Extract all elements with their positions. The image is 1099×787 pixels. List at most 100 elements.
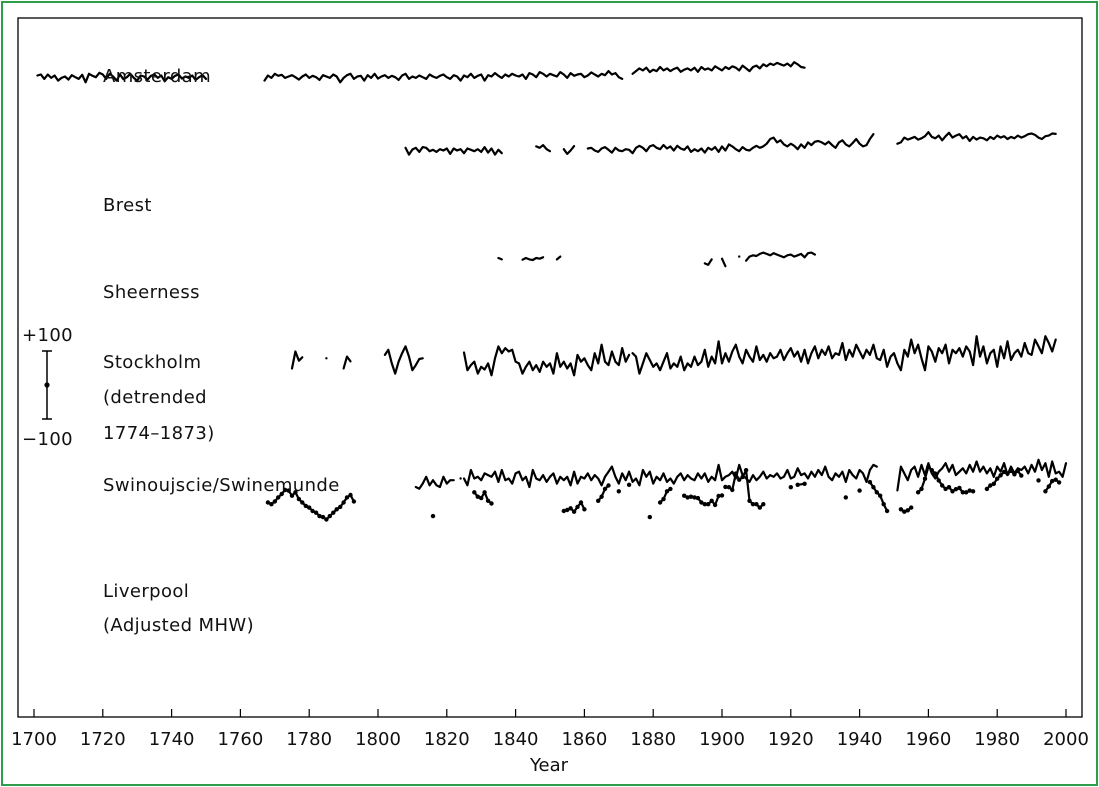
series-sheerness	[497, 251, 817, 268]
data-point	[723, 484, 728, 490]
data-point	[338, 504, 343, 510]
series-segment	[263, 69, 624, 84]
x-tick-label: 1840	[493, 729, 539, 750]
data-point	[1012, 472, 1017, 477]
data-point	[740, 474, 745, 480]
series-amsterdam	[36, 61, 806, 84]
data-point	[874, 490, 879, 495]
data-point	[712, 502, 718, 508]
series-label: Liverpool	[103, 581, 189, 602]
series-segment	[555, 255, 562, 261]
data-point	[946, 485, 952, 490]
series-label: (detrended	[103, 387, 207, 408]
series-label: Stockholm	[103, 352, 201, 373]
data-point	[1050, 478, 1055, 484]
plot-area	[17, 17, 1083, 718]
data-point	[351, 499, 357, 504]
x-tick-label: 1780	[286, 729, 332, 750]
data-point	[1043, 489, 1048, 494]
data-point	[926, 464, 931, 469]
data-point	[602, 486, 608, 492]
data-point	[940, 483, 945, 488]
data-point	[657, 500, 663, 505]
data-point	[282, 487, 288, 493]
data-point	[482, 490, 487, 495]
data-point	[668, 486, 673, 492]
series-label: (Adjusted MHW)	[103, 615, 254, 636]
x-tick-label: 1880	[630, 729, 676, 750]
data-point	[881, 502, 886, 507]
series-swinoujscie-swinemunde	[414, 458, 1068, 492]
data-point	[716, 493, 721, 499]
data-point	[1001, 469, 1007, 475]
data-point	[472, 490, 477, 495]
series-segment	[720, 257, 727, 268]
data-point	[692, 495, 697, 500]
data-point	[743, 468, 749, 473]
data-point	[960, 490, 965, 495]
data-point	[1036, 478, 1041, 483]
data-point	[324, 517, 329, 522]
data-point	[286, 488, 291, 493]
series-segment	[521, 256, 545, 262]
data-point	[788, 485, 793, 490]
data-point	[331, 510, 336, 515]
x-tick-label: 1980	[974, 729, 1020, 750]
data-point	[325, 357, 328, 360]
data-point	[957, 485, 962, 491]
data-point	[733, 471, 738, 476]
data-point	[967, 488, 972, 493]
data-point	[276, 495, 281, 500]
data-point	[898, 507, 904, 512]
data-point	[1005, 471, 1010, 476]
data-point	[867, 479, 873, 485]
x-axis-ticks: 1700 1720 1740 1760 1780 1800 1820 1840 1860 1880…	[11, 709, 1089, 750]
series-segment	[36, 71, 208, 84]
data-point	[348, 492, 353, 498]
data-point	[706, 502, 711, 507]
data-point	[571, 509, 577, 514]
data-point	[688, 494, 694, 499]
series-segment	[290, 350, 304, 370]
data-point	[568, 506, 573, 511]
data-point	[991, 481, 996, 486]
series-label: Brest	[103, 195, 152, 216]
data-point	[296, 496, 302, 502]
data-point	[300, 500, 305, 505]
data-point	[293, 490, 298, 495]
x-tick-label: 1860	[561, 729, 607, 750]
data-point	[1046, 484, 1052, 489]
data-point	[953, 487, 959, 492]
data-point	[682, 493, 687, 498]
x-tick-label: 1960	[905, 729, 951, 750]
series-segment	[631, 61, 806, 75]
data-point	[988, 483, 993, 488]
data-point	[922, 476, 928, 481]
scale-bar: +100 −100	[22, 325, 73, 450]
data-point	[334, 507, 339, 512]
data-point	[489, 501, 494, 506]
x-tick-label: 1900	[699, 729, 745, 750]
x-tick-label: 1940	[837, 729, 883, 750]
data-point	[726, 485, 732, 490]
x-tick-label: 1800	[355, 729, 401, 750]
data-point	[303, 503, 308, 509]
data-point	[695, 495, 701, 501]
data-point	[719, 493, 725, 498]
data-point	[1015, 468, 1020, 474]
data-point	[485, 498, 491, 503]
data-point	[269, 502, 274, 507]
data-point	[737, 477, 742, 482]
series-segment	[462, 343, 631, 377]
data-point	[575, 504, 580, 510]
data-point	[265, 500, 271, 505]
data-point	[795, 482, 800, 487]
series-segment	[462, 463, 878, 489]
data-point	[344, 495, 350, 500]
series-segment	[535, 144, 552, 153]
series-label: Swinoujscie/Swinemunde	[103, 475, 340, 496]
data-point	[475, 494, 480, 499]
data-point	[327, 513, 332, 519]
x-tick-label: 1720	[80, 729, 126, 750]
